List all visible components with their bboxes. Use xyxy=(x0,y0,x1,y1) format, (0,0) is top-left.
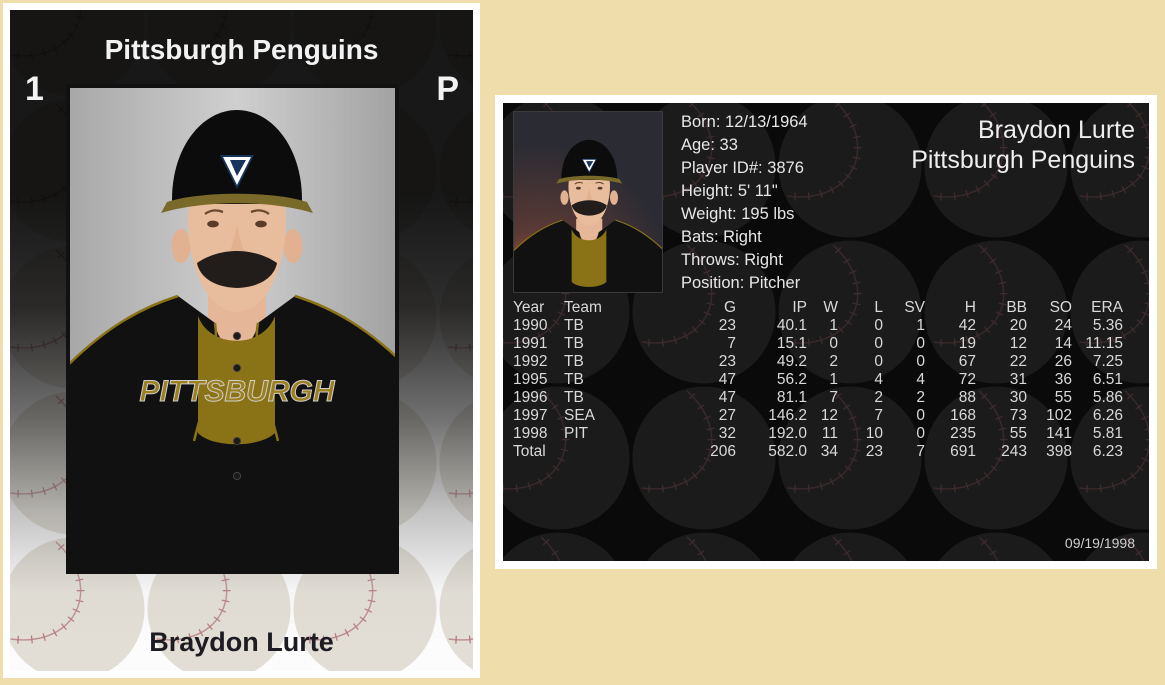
svg-text:PITTSBURGH: PITTSBURGH xyxy=(140,375,336,408)
